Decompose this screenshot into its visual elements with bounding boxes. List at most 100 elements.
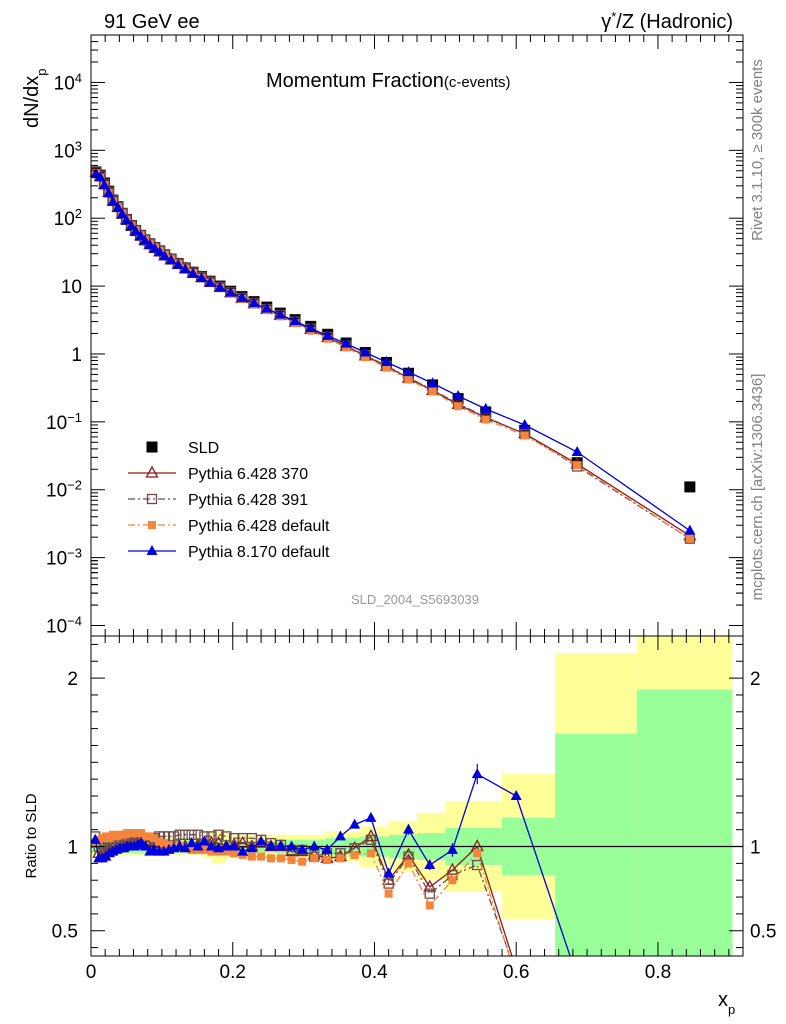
ratio-point-p6_default (404, 859, 413, 868)
point-p8_default (236, 291, 248, 302)
ratio-point-p8_default (91, 833, 101, 844)
ratio-point-p6_default (473, 849, 482, 858)
point-p8_default (322, 329, 334, 340)
y-tick-label: 102 (54, 206, 82, 231)
y-tick-base: 10 (54, 141, 75, 162)
header-right: γ*/Z (Hadronic) (601, 9, 733, 34)
ratio-point-p8_default (424, 859, 436, 870)
y-tick-exp: 3 (75, 138, 82, 153)
ratio-point-p6_default (145, 832, 154, 841)
point-p8_default (125, 220, 137, 231)
point-p8_default (204, 276, 216, 287)
ratio-point-p6_default (141, 832, 150, 841)
header-left: 91 GeV ee (104, 11, 200, 33)
ratio-series-p8_default (91, 764, 571, 956)
ratio-point-p8_default (383, 867, 395, 878)
ratio-point-p6_370 (284, 844, 299, 857)
ratio-point-p6_default (336, 854, 345, 863)
legend-marker-p6_391 (146, 493, 158, 505)
ratio-point-p6_370 (401, 847, 416, 860)
ratio-point-p8_default (186, 837, 198, 848)
ratio-point-p8_default (510, 790, 522, 800)
ratio-point-p6_default (448, 876, 457, 885)
legend-marker-data (146, 441, 158, 453)
ratio-point-p8_default (237, 845, 249, 856)
y-tick-label: 104 (54, 70, 82, 95)
ratio-point-p8_default (349, 818, 361, 829)
y-tick-base: 1 (71, 345, 82, 366)
ratio-point-p6_default (155, 837, 164, 846)
ratio-point-p6_391 (174, 829, 185, 840)
ratio-point-p6_391 (168, 831, 180, 842)
legend-marker-p8_default (146, 545, 158, 555)
point-p6_default (404, 375, 413, 384)
y-tick-base: 10 (61, 277, 82, 298)
y-tick-exp: −3 (67, 545, 82, 560)
y-tick-label: 10−1 (46, 409, 82, 434)
ratio-point-p8_default (308, 840, 320, 851)
ratio-point-p6_default (200, 845, 209, 854)
ratio-point-p8_default (286, 840, 298, 851)
ratio-y-tick-label: 2 (67, 669, 78, 690)
ratio-point-p8_default (365, 811, 377, 822)
ratio-point-p6_391 (180, 829, 191, 840)
ratio-point-p6_default (366, 849, 375, 858)
point-p8_default (98, 179, 110, 190)
ratio-point-p8_default (205, 840, 217, 851)
x-tick-label: 0.6 (503, 962, 529, 983)
ratio-line-p6_391 (94, 834, 511, 956)
legend-label-p6_391: Pythia 6.428 391 (188, 492, 308, 509)
point-p8_default (130, 225, 142, 236)
point-p6_default (520, 431, 529, 440)
point-p6_default (685, 534, 694, 543)
ratio-point-p8_default (198, 835, 210, 846)
y-tick-base: 10 (46, 481, 67, 502)
point-p8_default (340, 337, 352, 348)
point-p8_default (402, 366, 414, 377)
point-p8_default (359, 346, 371, 357)
ratio-point-p8_default (140, 840, 152, 851)
point-p8_default (196, 272, 208, 283)
y-tick-label: 10−3 (46, 545, 82, 570)
chart-title: Momentum Fraction(c-events) (266, 70, 511, 92)
y-tick-exp: −4 (67, 613, 82, 628)
mcplots-label: mcplots.cern.ch [arXiv:1306.3436] (749, 374, 766, 601)
point-p8_default (154, 246, 166, 257)
point-p8_default (165, 254, 177, 265)
y-tick-exp: 4 (75, 70, 82, 85)
ratio-point-p8_default (275, 840, 287, 851)
legend-item-p6_370: Pythia 6.428 370 (128, 465, 308, 483)
y-tick-base: 10 (46, 413, 67, 434)
ratio-point-p8_default (192, 840, 204, 851)
ratio-y-tick-label-right: 1 (750, 838, 761, 859)
ratio-point-p8_default (446, 843, 458, 854)
ratio-point-p8_default (179, 842, 191, 853)
legend-item-p8_default: Pythia 8.170 default (128, 544, 330, 561)
point-p8_default (187, 267, 199, 278)
legend: SLD Pythia 6.428 370 Pythia 6.428 391 Pythi… (128, 440, 330, 561)
main-series-layer (89, 164, 697, 544)
analysis-watermark: SLD_2004_S5693039 (351, 592, 479, 607)
ratio-point-p6_default (230, 849, 239, 858)
point-data (519, 424, 531, 436)
point-p8_default (381, 356, 393, 367)
rivet-label: Rivet 3.1.10, ≥ 300k events (749, 59, 766, 241)
main-plot-area (91, 35, 743, 636)
y-tick-label: 10−4 (46, 613, 82, 638)
ratio-point-p8_default (471, 768, 483, 779)
y-axis-label-main: dN/dxp (21, 69, 49, 128)
point-p6_default (573, 461, 582, 470)
point-p8_default (159, 250, 171, 261)
ratio-point-p8_default (265, 840, 277, 851)
ratio-point-p8_default (255, 835, 267, 846)
ratio-point-p8_default (334, 830, 346, 841)
ratio-y-tick-label-right: 2 (750, 669, 761, 690)
y-tick-exp: −2 (67, 477, 82, 492)
point-p8_default (289, 315, 301, 326)
main-panel (91, 35, 743, 636)
ratio-point-p6_default (287, 856, 296, 864)
ratio-point-p8_default (220, 840, 232, 851)
ratio-point-p6_391 (424, 888, 435, 899)
point-p8_default (112, 201, 124, 212)
